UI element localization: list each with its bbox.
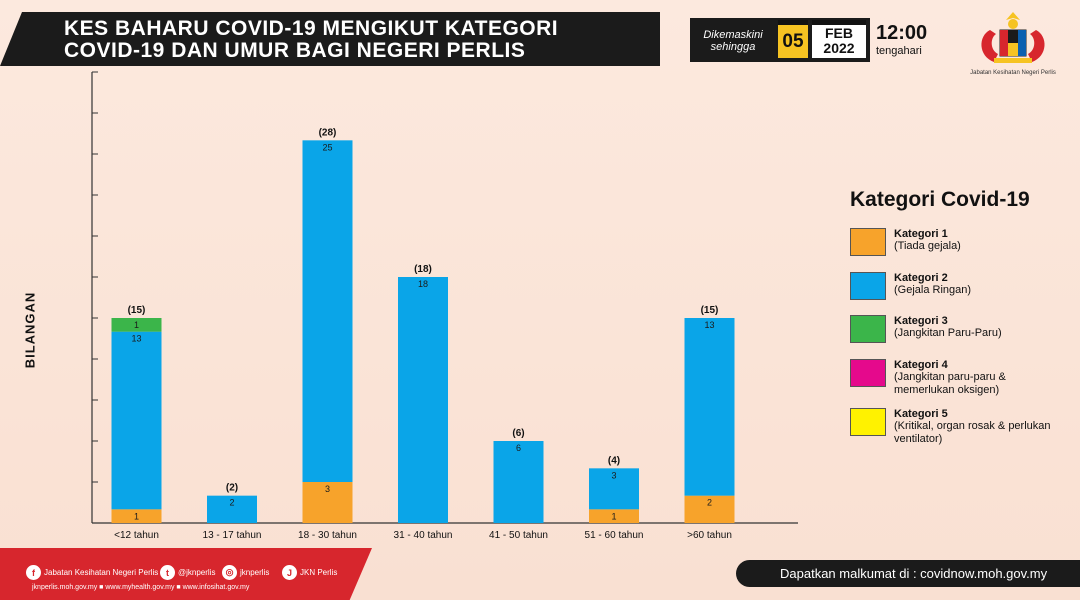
bar-segment-value-label: 3 [325,484,330,494]
legend-item-name: Kategori 2 [894,272,948,284]
bar-segment-kategori-2 [589,468,639,510]
bar-segment-value-label: 6 [516,443,521,453]
legend-item-name: Kategori 3 [894,315,948,327]
footer-web-links: jknperlis.moh.gov.my ■ www.myhealth.gov.… [32,584,250,591]
legend-item-desc: (Jangkitan Paru-Paru) [894,327,1002,339]
bar-segment-value-label: 1 [611,511,616,521]
org-name: Jabatan Kesihatan Negeri Perlis [970,70,1056,76]
legend-item-kategori-2: Kategori 2 (Gejala Ringan) [850,272,1050,312]
bar-segment-value-label: 18 [418,279,428,289]
social-link-label: Jabatan Kesihatan Negeri Perlis [44,568,159,577]
x-tick-label: 31 - 40 tahun [394,530,453,541]
bar-segment-kategori-2 [207,495,257,523]
legend-item-kategori-1: Kategori 1 (Tiada gejala) [850,228,1050,268]
jkn-icon: J [282,565,297,580]
footer-social-banner [0,548,372,600]
update-label-line-2: sehingga [710,41,756,53]
title-banner: KES BAHARU COVID-19 MENGIKUT KATEGORI CO… [0,12,660,66]
bar-total-label: (6) [512,428,524,439]
social-link-instagram[interactable]: ◎ jknperlis [222,565,269,580]
social-link-label: @jknperlis [178,568,216,577]
legend-item-kategori-4: Kategori 4 (Jangkitan paru-paru & memerlu… [850,359,1050,399]
bar-total-label: (18) [414,264,432,275]
x-tick-label: <12 tahun [114,530,159,541]
bar-segment-value-label: 25 [322,142,332,152]
legend-swatch [850,272,886,300]
legend-swatch [850,408,886,436]
bar-total-label: (2) [226,483,238,494]
legend-swatch [850,315,886,343]
bar-segment-value-label: 13 [131,334,141,344]
legend-item-name: Kategori 1 [894,228,948,240]
bar-segment-kategori-2 [493,441,544,523]
bar-segment-value-label: 3 [611,470,616,480]
update-label-line-1: Dikemaskini [703,29,763,41]
bar-segment-value-label: 13 [704,320,714,330]
x-tick-label: 13 - 17 tahun [203,530,262,541]
footer-info-banner: Dapatkan malkumat di : covidnow.moh.gov.… [736,560,1080,587]
update-year: 2022 [823,40,855,56]
bar-segment-kategori-1 [111,509,162,523]
bar-segment-kategori-2 [684,318,735,496]
legend-title: Kategori Covid-19 [850,188,1030,211]
bar-segment-value-label: 2 [229,498,234,508]
x-tick-label: 51 - 60 tahun [585,530,644,541]
bar-segment-kategori-1 [589,509,639,523]
legend-swatch [850,228,886,256]
bar-segment-kategori-2 [398,277,448,523]
bar-segment-kategori-1 [302,482,353,523]
social-link-facebook[interactable]: f Jabatan Kesihatan Negeri Perlis [26,565,158,580]
legend-item-kategori-3: Kategori 3 (Jangkitan Paru-Paru) [850,315,1050,355]
update-month-year: FEB 2022 [812,20,866,58]
page-title-line-2: COVID-19 DAN UMUR BAGI NEGERI PERLIS [64,39,526,62]
legend-item-name: Kategori 5 [894,408,948,420]
update-day: 05 [778,20,808,58]
update-month: FEB [825,25,853,41]
bar-total-label: (4) [608,455,620,466]
x-tick-label: 18 - 30 tahun [298,530,357,541]
update-time-label: tengahari [876,45,922,57]
bar-segment-value-label: 1 [134,511,139,521]
legend-item-kategori-5: Kategori 5 (Kritikal, organ rosak & perlu… [850,408,1051,448]
legend-item-name: Kategori 4 [894,359,948,371]
page-title-line-1: KES BAHARU COVID-19 MENGIKUT KATEGORI [64,17,559,40]
social-link-twitter[interactable]: t @jknperlis [160,565,215,580]
social-link-label: jknperlis [240,568,270,577]
bar-segment-kategori-3 [111,318,162,332]
legend-item-desc: (Jangkitan paru-paru & memerlukan oksige… [894,371,1006,396]
twitter-icon: t [160,565,175,580]
bar-total-label: (15) [701,305,719,316]
bar-segment-kategori-1 [684,495,735,523]
legend-swatch [850,359,886,387]
bar-total-label: (15) [128,305,146,316]
legend-item-desc: (Kritikal, organ rosak & perlukan ventil… [894,420,1051,445]
bar-segment-value-label: 1 [134,320,139,330]
jkn-crest-logo [981,12,1045,63]
instagram-icon: ◎ [222,565,237,580]
bar-total-label: (28) [319,127,337,138]
update-time: 12:00 [876,22,928,44]
x-tick-label: 41 - 50 tahun [489,530,548,541]
bar-segment-value-label: 2 [707,498,712,508]
legend-item-desc: (Tiada gejala) [894,240,961,252]
social-link-label: JKN Perlis [300,568,338,577]
social-link-jkn[interactable]: J JKN Perlis [282,565,337,580]
x-tick-label: >60 tahun [687,530,732,541]
legend-item-desc: (Gejala Ringan) [894,284,972,296]
bar-segment-kategori-2 [111,331,162,510]
update-label: Dikemaskini sehingga [696,29,770,53]
facebook-icon: f [26,565,41,580]
bar-segment-kategori-2 [302,140,353,483]
